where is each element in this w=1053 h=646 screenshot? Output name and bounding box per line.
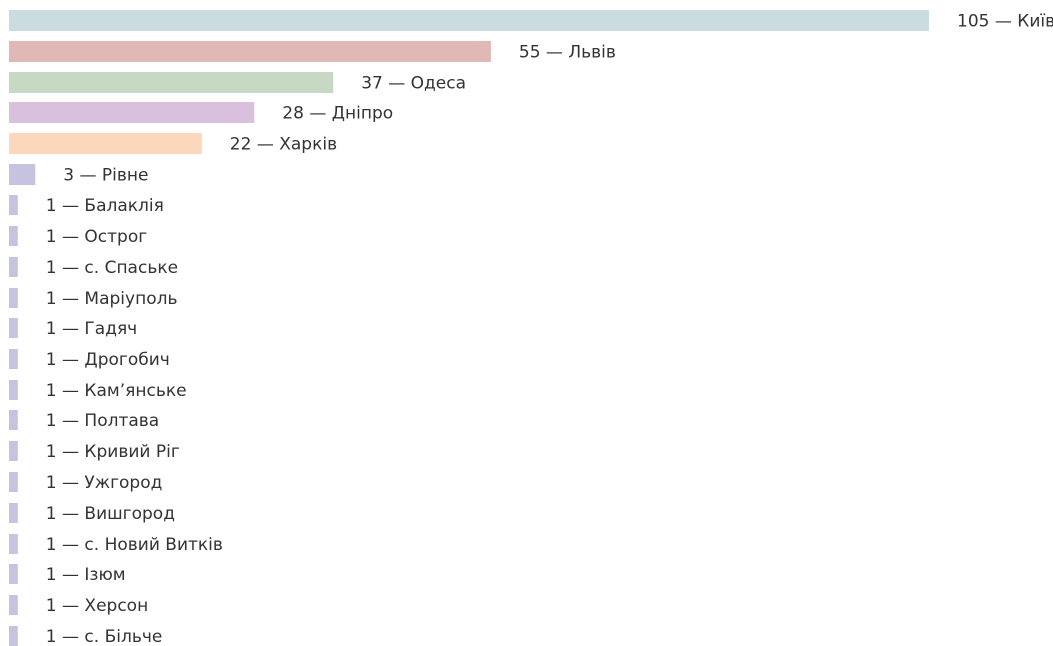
bar-label-4: 28 — Дніпро: [282, 104, 393, 124]
bar-label-12: 1 — Дрогобич: [46, 350, 170, 370]
bar-18: [9, 534, 18, 554]
bar-label-17: 1 — Вишгород: [46, 504, 175, 524]
bar-label-7: 1 — Балаклія: [46, 196, 164, 216]
bar-2: [9, 41, 491, 62]
bar-17: [9, 503, 18, 523]
bar-4: [9, 102, 255, 123]
bar-label-11: 1 — Гадяч: [46, 319, 137, 339]
bar-14: [9, 410, 18, 430]
bar-20: [9, 595, 18, 615]
bar-13: [9, 380, 18, 400]
bar-label-16: 1 — Ужгород: [46, 473, 163, 493]
bar-label-18: 1 — с. Новий Витків: [46, 535, 223, 555]
bar-label-2: 55 — Львів: [519, 43, 616, 63]
bar-15: [9, 441, 18, 461]
bar-label-6: 3 — Рівне: [63, 166, 148, 186]
bar-12: [9, 349, 18, 369]
bar-label-5: 22 — Харків: [230, 135, 337, 155]
bar-10: [9, 288, 18, 308]
bar-label-13: 1 — Кам’янське: [46, 381, 187, 401]
bar-19: [9, 564, 18, 584]
bar-1: [9, 10, 929, 31]
bar-3: [9, 72, 334, 93]
bar-5: [9, 133, 202, 154]
bar-label-19: 1 — Ізюм: [46, 565, 126, 585]
bar-8: [9, 226, 18, 246]
bar-label-9: 1 — с. Спаське: [46, 258, 178, 278]
bars-group: [9, 10, 929, 646]
bar-label-1: 105 — Київ: [957, 12, 1053, 32]
bar-9: [9, 257, 18, 277]
bar-21: [9, 626, 18, 646]
bar-label-8: 1 — Острог: [46, 227, 147, 247]
bar-label-15: 1 — Кривий Ріг: [46, 442, 180, 462]
bar-7: [9, 195, 18, 215]
bar-6: [9, 164, 36, 185]
bar-label-20: 1 — Херсон: [46, 596, 148, 616]
labels-group: 105 — Київ 55 — Львів 37 — Одеса 28 — Дніпр…: [46, 12, 1053, 646]
bar-16: [9, 472, 18, 492]
bar-11: [9, 318, 18, 338]
bar-label-21: 1 — с. Більче: [46, 627, 163, 646]
bar-label-10: 1 — Маріуполь: [46, 289, 178, 309]
bar-label-14: 1 — Полтава: [46, 411, 159, 431]
bar-label-3: 37 — Одеса: [361, 74, 466, 94]
